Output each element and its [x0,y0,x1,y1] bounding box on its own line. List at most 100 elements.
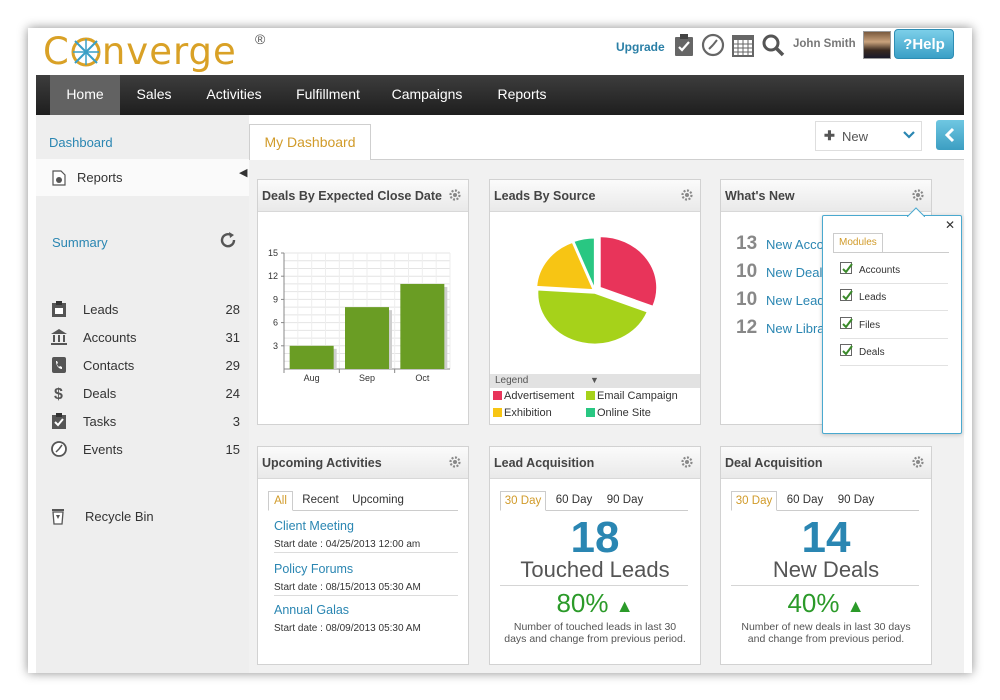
gear-icon[interactable] [448,188,462,202]
summary-label: Events [83,442,123,457]
whats-new-link[interactable]: New Deal [766,265,823,280]
gear-icon[interactable] [680,455,694,469]
sidebar-item-recycle-bin[interactable]: Recycle Bin [50,507,200,527]
username[interactable]: John Smith [793,38,856,50]
nav-activities[interactable]: Activities [206,86,262,102]
metric-description: Number of new deals in last 30 days and … [741,621,911,645]
summary-count: 28 [225,302,240,317]
avatar[interactable] [863,31,891,59]
whats-new-link[interactable]: New Acco [766,237,824,252]
nav-fulfillment[interactable]: Fulfillment [296,86,360,102]
calendar-icon[interactable] [731,33,755,57]
chevron-left-icon [944,127,955,143]
checkbox-leads[interactable]: Leads [840,287,948,311]
checkbox-checked-icon[interactable] [840,317,853,329]
summary-row-deals[interactable]: $ Deals 24 [50,384,240,404]
summary-label: Contacts [83,358,135,373]
tab-30-day[interactable]: 30 Day [731,491,777,511]
tab-90-day[interactable]: 90 Day [606,494,644,506]
activity-date: Start date : 08/09/2013 05:30 AM [274,623,421,634]
change-percent: 40% [787,588,840,618]
whats-new-link[interactable]: New Libra [766,321,825,336]
x-tick-label: Oct [415,373,430,383]
whats-new-count: 10 [736,289,758,310]
legend-label: Legend [495,375,529,386]
search-icon[interactable] [761,33,785,57]
tab-30-day[interactable]: 30 Day [500,491,546,511]
arrow-up-icon: ▲ [615,596,634,616]
tab-60-day[interactable]: 60 Day [786,494,824,506]
leads-change: 80% ▲ [490,588,700,619]
collapse-sidebar-icon[interactable]: ◀ [239,167,248,179]
widget-lead-acquisition: Lead Acquisition 30 Day 60 Day 90 Day 18… [489,446,701,665]
activity-title[interactable]: Annual Galas [274,603,350,617]
nav-sales[interactable]: Sales [136,86,172,102]
main-nav: Home Sales Activities Fulfillment Campai… [36,75,964,115]
whats-new-count: 10 [736,261,758,282]
summary-row-leads[interactable]: Leads 28 [50,300,240,320]
nav-campaigns[interactable]: Campaigns [391,86,463,102]
activity-date: Start date : 08/15/2013 05:30 AM [274,582,421,593]
activity-title[interactable]: Policy Forums [274,562,354,576]
activity-title[interactable]: Client Meeting [274,519,354,533]
gear-icon[interactable] [680,188,694,202]
sidebar-item-label: Recycle Bin [85,509,154,524]
task-clipboard-icon [52,413,66,429]
upgrade-link[interactable]: Upgrade [616,40,665,54]
clock-icon[interactable] [701,33,725,57]
tab-recent[interactable]: Recent [302,494,339,506]
checkbox-files[interactable]: Files [840,315,948,339]
checkbox-checked-icon[interactable] [840,344,853,356]
gear-icon[interactable] [448,455,462,469]
whats-new-link[interactable]: New Lead [766,293,825,308]
widget-header: What's New [721,180,931,212]
tab-divider [249,159,964,160]
sidebar-item-label: Reports [77,170,123,185]
refresh-icon[interactable] [219,231,237,249]
new-dropdown-button[interactable]: ✚ New [815,121,922,151]
nav-home[interactable]: Home [50,75,120,115]
widget-title: Deals By Expected Close Date [262,189,442,203]
widget-upcoming-activities: Upcoming Activities All Recent Upcoming … [257,446,469,665]
bank-icon [51,329,67,345]
checkbox-deals[interactable]: Deals [840,342,948,366]
checkbox-accounts[interactable]: Accounts [840,260,948,284]
activity-item[interactable]: Client Meeting Start date : 04/25/2013 1… [274,519,458,550]
report-icon [52,170,66,186]
summary-label: Accounts [83,330,137,345]
close-icon[interactable]: ✕ [944,218,955,232]
period-tabs: 30 Day 60 Day 90 Day [731,491,919,511]
checkbox-label: Files [859,320,881,331]
tab-60-day[interactable]: 60 Day [555,494,593,506]
sidebar-dashboard-link[interactable]: Dashboard [49,135,113,150]
widget-header: Upcoming Activities [258,447,468,479]
summary-row-accounts[interactable]: Accounts 31 [50,328,240,348]
widget-leads-by-source: Leads By Source Legend ▼ Advertisement Em… [489,179,701,425]
summary-label: Deals [83,386,117,401]
gear-icon[interactable] [911,188,925,202]
activity-item[interactable]: Policy Forums Start date : 08/15/2013 05… [274,562,458,593]
x-tick-label: Sep [359,373,375,383]
summary-row-events[interactable]: Events 15 [50,440,240,460]
toggle-panel-button[interactable] [936,120,964,150]
help-button[interactable]: ?Help [894,29,954,59]
checkbox-checked-icon[interactable] [840,289,853,301]
tab-upcoming[interactable]: Upcoming [352,494,404,506]
task-clipboard-icon[interactable] [672,33,696,57]
tab-all[interactable]: All [268,491,293,511]
arrow-up-icon: ▲ [846,596,865,616]
widget-title: Leads By Source [494,189,596,203]
tab-modules[interactable]: Modules [833,233,883,253]
summary-row-tasks[interactable]: Tasks 3 [50,412,240,432]
compass-icon [71,37,101,67]
checkbox-checked-icon[interactable] [840,262,853,274]
gear-icon[interactable] [911,455,925,469]
legend-toggle[interactable]: Legend ▼ [490,374,700,388]
sidebar-item-reports[interactable]: Reports [36,159,249,196]
summary-row-contacts[interactable]: Contacts 29 [50,356,240,376]
nav-reports[interactable]: Reports [497,86,547,102]
tab-my-dashboard[interactable]: My Dashboard [249,124,371,160]
activity-item[interactable]: Annual Galas Start date : 08/09/2013 05:… [274,603,458,634]
tab-90-day[interactable]: 90 Day [837,494,875,506]
